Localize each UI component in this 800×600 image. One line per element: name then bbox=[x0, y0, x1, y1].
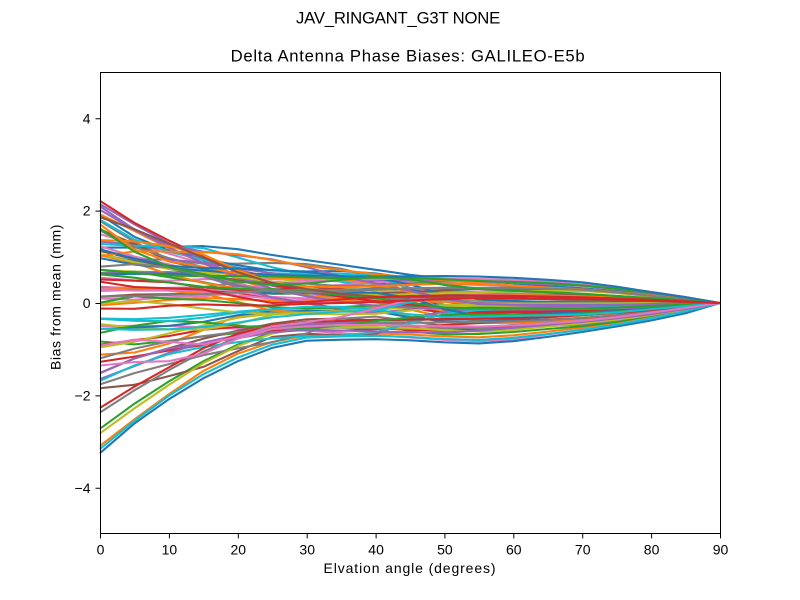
svg-text:40: 40 bbox=[368, 542, 384, 558]
svg-text:10: 10 bbox=[162, 542, 178, 558]
svg-text:−2: −2 bbox=[75, 388, 91, 404]
svg-text:−4: −4 bbox=[75, 480, 91, 496]
svg-text:JAV_RINGANT_G3T NONE: JAV_RINGANT_G3T NONE bbox=[296, 9, 500, 28]
svg-text:90: 90 bbox=[713, 542, 729, 558]
svg-text:80: 80 bbox=[644, 542, 660, 558]
svg-text:20: 20 bbox=[231, 542, 247, 558]
svg-text:50: 50 bbox=[437, 542, 453, 558]
svg-text:Delta Antenna Phase Biases: GA: Delta Antenna Phase Biases: GALILEO-E5b bbox=[231, 47, 586, 66]
svg-text:Elvation angle (degrees): Elvation angle (degrees) bbox=[324, 560, 497, 576]
svg-text:2: 2 bbox=[83, 203, 91, 219]
svg-text:30: 30 bbox=[299, 542, 315, 558]
svg-text:0: 0 bbox=[97, 542, 105, 558]
svg-text:Bias from mean (mm): Bias from mean (mm) bbox=[48, 224, 64, 370]
svg-text:0: 0 bbox=[83, 295, 91, 311]
svg-text:60: 60 bbox=[506, 542, 522, 558]
svg-text:70: 70 bbox=[575, 542, 591, 558]
svg-text:4: 4 bbox=[83, 110, 91, 126]
